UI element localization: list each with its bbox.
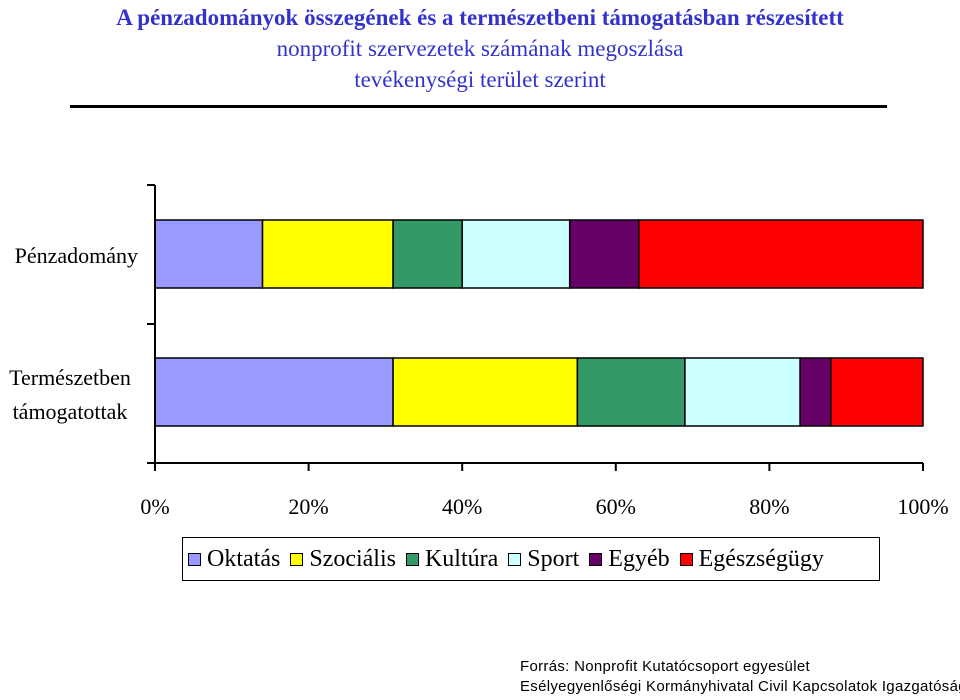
- legend-item-4: Egyéb: [589, 545, 670, 573]
- bar-segment-0-5: [638, 219, 924, 289]
- stacked-bar-chart: 0% 20% 40% 60% 80% 100% Pénzadomány Természetbe…: [9, 184, 949, 519]
- bars-group: [154, 219, 924, 427]
- source-note: Forrás: Nonprofit Kutatócsoport egyesüle…: [520, 657, 960, 697]
- x-tick-label-1: 20%: [288, 494, 328, 519]
- legend-label-5: Egészségügy: [698, 545, 824, 572]
- bar-segment-1-2: [576, 357, 686, 427]
- legend-label-1: Szociális: [309, 545, 396, 572]
- bar-segment-1-5: [830, 357, 924, 427]
- bar-segment-0-3: [461, 219, 571, 289]
- labels-group: 0% 20% 40% 60% 80% 100% Pénzadomány Természetbe…: [9, 243, 949, 519]
- legend-label-3: Sport: [527, 545, 580, 572]
- bar-segment-1-4: [799, 357, 832, 427]
- x-tick-label-3: 60%: [596, 494, 636, 519]
- x-tick-label-4: 80%: [749, 494, 789, 519]
- legend-swatch-0: [188, 552, 201, 566]
- category-label-1: Természetben támogatottak: [9, 365, 131, 424]
- source-line-2: Esélyegyenlőségi Kormányhivatal Civil Ka…: [520, 678, 960, 695]
- bar-segment-0-0: [154, 219, 264, 289]
- x-tick-label-5: 100%: [897, 494, 948, 519]
- legend-item-0: Oktatás: [188, 546, 280, 573]
- category-label-0: Pénzadomány: [15, 243, 138, 268]
- legend-label-4: Egyéb: [608, 545, 670, 572]
- legend-label-0: Oktatás: [207, 545, 281, 572]
- legend-item-5: Egészségügy: [679, 545, 824, 573]
- legend-item-2: Kultúra: [405, 545, 499, 573]
- legend: Oktatás Szociális Kultúra Sport Egyéb Egészsé…: [182, 537, 880, 581]
- title-line-3: tevékenységi terület szerint: [354, 67, 606, 92]
- legend-swatch-4: [589, 552, 603, 566]
- legend-item-1: Szociális: [290, 546, 396, 573]
- source-line-1: Forrás: Nonprofit Kutatócsoport egyesüle…: [520, 658, 810, 675]
- bar-segment-1-0: [154, 357, 394, 427]
- legend-swatch-3: [508, 552, 522, 566]
- legend-swatch-5: [679, 552, 693, 566]
- bar-segment-0-1: [261, 219, 394, 289]
- chart-title: A pénzadományok összegének és a természe…: [0, 2, 960, 95]
- legend-swatch-1: [290, 552, 304, 566]
- legend-item-3: Sport: [508, 546, 579, 573]
- legend-swatch-2: [405, 552, 419, 566]
- bar-segment-0-4: [568, 219, 640, 289]
- title-line-2: nonprofit szervezetek számának megoszlás…: [276, 36, 684, 61]
- bar-segment-0-2: [392, 219, 463, 289]
- x-tick-label-2: 40%: [442, 494, 482, 519]
- bar-segment-1-1: [392, 357, 579, 427]
- legend-label-2: Kultúra: [424, 545, 499, 572]
- title-underline: [70, 105, 887, 108]
- title-line-1: A pénzadományok összegének és a természe…: [116, 5, 844, 30]
- axes-group: [147, 184, 924, 471]
- x-tick-label-0: 0%: [140, 494, 169, 519]
- bar-segment-1-3: [684, 357, 801, 427]
